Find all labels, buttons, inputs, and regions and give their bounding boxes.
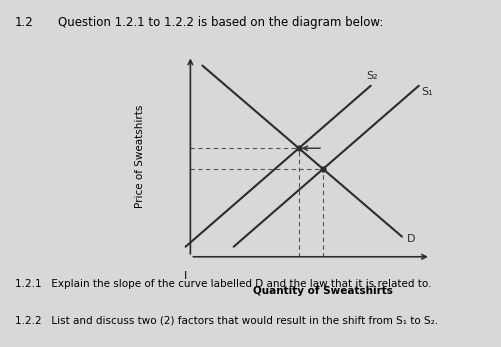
Text: 1.2.1   Explain the slope of the curve labelled D and the law that it is related: 1.2.1 Explain the slope of the curve lab… — [15, 279, 431, 289]
Text: Question 1.2.1 to 1.2.2 is based on the diagram below:: Question 1.2.1 to 1.2.2 is based on the … — [58, 16, 383, 28]
Text: Price of Sweatshirts: Price of Sweatshirts — [135, 104, 145, 208]
Text: I: I — [184, 271, 187, 281]
Text: D: D — [407, 234, 415, 244]
Text: S₁: S₁ — [421, 87, 433, 97]
Text: Quantity of Sweatshirts: Quantity of Sweatshirts — [253, 287, 393, 296]
Text: 1.2: 1.2 — [15, 16, 34, 28]
Text: 1.2.2   List and discuss two (2) factors that would result in the shift from S₁ : 1.2.2 List and discuss two (2) factors t… — [15, 316, 438, 326]
Text: S₂: S₂ — [366, 71, 378, 81]
